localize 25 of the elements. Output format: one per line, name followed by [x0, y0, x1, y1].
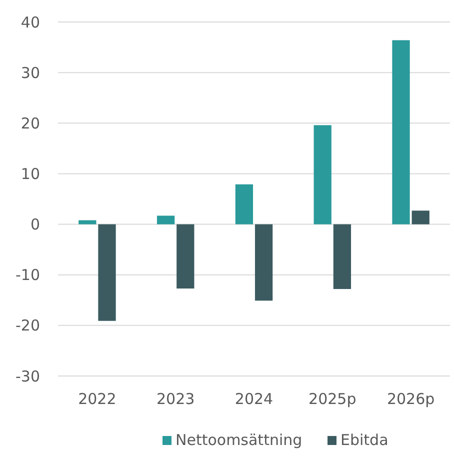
y-tick-label: 10 [20, 164, 40, 183]
x-tick-label: 2022 [78, 390, 116, 408]
y-tick-label: -20 [16, 316, 40, 335]
y-tick-label: 20 [20, 114, 40, 132]
bar [78, 220, 96, 224]
bar [254, 224, 273, 301]
bar [333, 224, 352, 290]
bar [412, 210, 430, 224]
bar [235, 184, 254, 224]
x-tick-label: 2023 [156, 390, 195, 408]
x-tick-label: 2026p [386, 390, 435, 408]
y-tick-label: 40 [20, 13, 40, 32]
bar [176, 224, 194, 289]
y-tick-label: -30 [16, 367, 40, 386]
bar [392, 40, 410, 224]
x-tick-label: 2024 [234, 390, 274, 408]
bar [156, 216, 175, 224]
y-tick-label: 30 [20, 64, 40, 82]
y-tick-label: -10 [16, 266, 40, 284]
legend-label: Ebitda [340, 431, 388, 449]
bar [98, 224, 116, 321]
bar [314, 125, 332, 224]
legend-label: Nettoomsättning [176, 431, 302, 449]
y-tick-label: 0 [30, 216, 40, 234]
x-tick-label: 2025p [308, 390, 356, 408]
